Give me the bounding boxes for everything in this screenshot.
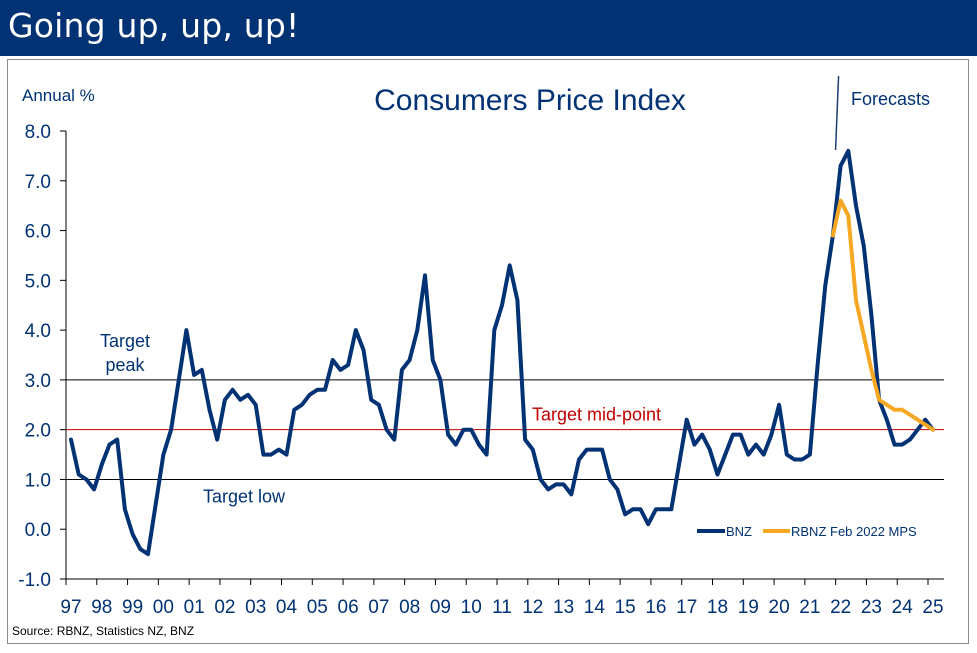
y-tick-label: 6.0 <box>25 222 51 243</box>
x-tick-label: 11 <box>492 597 512 618</box>
annotations: Forecasts <box>834 75 930 151</box>
x-tick-label: 12 <box>522 597 543 618</box>
x-axis: 97 98 99 00 01 02 03 04 05 06 07 08 09 10 11 12 13 14 15 16… <box>60 578 944 618</box>
x-tick-label: 19 <box>738 597 759 618</box>
x-tick-label: 07 <box>368 597 389 618</box>
x-tick-label: 23 <box>861 597 882 618</box>
x-tick-label: 00 <box>153 597 174 618</box>
series-group <box>69 148 935 557</box>
source-note: Source: RBNZ, Statistics NZ, BNZ <box>12 624 194 638</box>
x-tick-label: 21 <box>799 597 820 618</box>
x-tick-label: 02 <box>214 597 235 618</box>
y-tick-label: 1.0 <box>25 470 51 491</box>
slide-header: Going up, up, up! <box>0 0 977 56</box>
x-tick-label: 15 <box>615 597 636 618</box>
y-axis: 8.0 7.0 6.0 5.0 4.0 3.0 2.0 1.0 0.0 -1.0 <box>18 122 67 591</box>
x-tick-label: 10 <box>461 597 482 618</box>
legend-label-bnz: BNZ <box>726 524 752 539</box>
x-tick-label: 20 <box>769 597 790 618</box>
target-mid-label: Target mid-point <box>532 405 661 425</box>
target-peak-label: Target <box>100 331 150 351</box>
y-tick-label: 3.0 <box>25 371 51 392</box>
x-tick-label: 24 <box>892 597 914 618</box>
target-peak-label: peak <box>105 355 145 375</box>
x-tick-label: 01 <box>184 597 205 618</box>
x-tick-label: 25 <box>922 597 943 618</box>
forecast-label: Forecasts <box>851 89 930 109</box>
x-tick-label: 09 <box>430 597 451 618</box>
x-tick-label: 97 <box>60 597 81 618</box>
forecast-divider-line <box>834 75 840 151</box>
series-line-bnz <box>69 148 935 557</box>
x-tick-label: 17 <box>676 597 697 618</box>
x-tick-label: 16 <box>645 597 666 618</box>
x-tick-label: 14 <box>584 597 606 618</box>
x-tick-label: 08 <box>399 597 420 618</box>
y-axis-label: Annual % <box>22 86 95 105</box>
y-tick-label: -1.0 <box>18 570 51 591</box>
x-tick-label: 03 <box>245 597 266 618</box>
x-tick-label: 04 <box>276 597 298 618</box>
x-tick-label: 06 <box>338 597 359 618</box>
reference-lines: Target peak Target mid-point Target low <box>66 331 944 506</box>
x-tick-label: 22 <box>830 597 851 618</box>
x-tick-label: 99 <box>122 597 143 618</box>
chart-frame <box>7 59 969 644</box>
x-tick-label: 05 <box>307 597 328 618</box>
target-low-label: Target low <box>203 486 286 506</box>
x-tick-label: 98 <box>91 597 112 618</box>
series-line-rbnz <box>830 198 935 432</box>
chart-title: Consumers Price Index <box>374 84 686 117</box>
x-tick-label: 13 <box>553 597 574 618</box>
legend: BNZ RBNZ Feb 2022 MPS <box>697 524 917 539</box>
y-tick-label: 8.0 <box>25 122 51 143</box>
legend-label-rbnz: RBNZ Feb 2022 MPS <box>791 524 917 539</box>
y-tick-label: 2.0 <box>25 421 51 442</box>
y-tick-label: 5.0 <box>25 271 51 292</box>
y-tick-label: 7.0 <box>25 172 51 193</box>
x-tick-label: 18 <box>707 597 728 618</box>
y-tick-label: 0.0 <box>25 520 51 541</box>
slide-title: Going up, up, up! <box>8 6 300 45</box>
y-tick-label: 4.0 <box>25 321 51 342</box>
